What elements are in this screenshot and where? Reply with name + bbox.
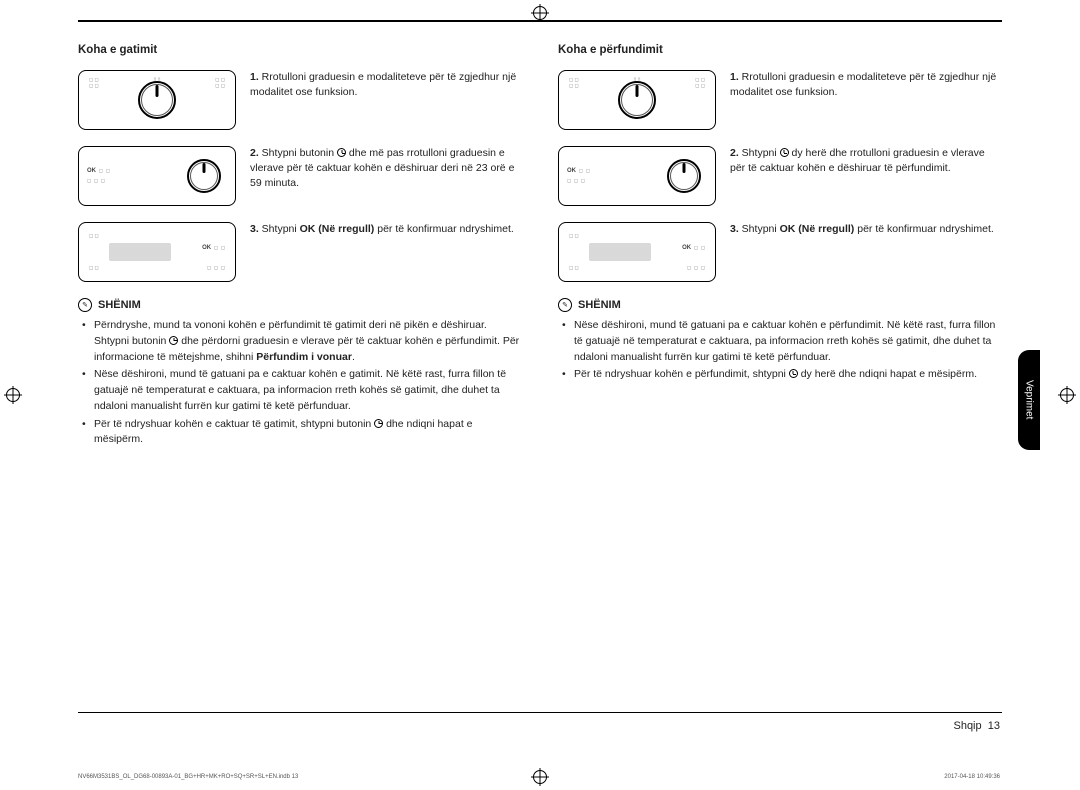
- left-note-head: ✎ SHËNIM: [78, 298, 522, 312]
- right-notes: Nëse dëshironi, mund të gatuani pa e cak…: [558, 318, 1002, 383]
- crop-mark-right: [1060, 388, 1074, 402]
- crop-mark-top: [533, 6, 547, 20]
- note-icon: ✎: [78, 298, 92, 312]
- control-panel-side-dial: OK ◻ ◻◻ ◻ ◻: [558, 146, 716, 206]
- left-title: Koha e gatimit: [78, 44, 522, 56]
- crop-mark-bottom: [533, 770, 547, 784]
- right-column: Koha e përfundimit ◻ ◻◻ ◻ ▯ ▯ ◻ ◻◻ ◻ 1. …: [558, 44, 1002, 450]
- left-step2-text: 2. Shtypni butonin dhe më pas rrotulloni…: [250, 146, 522, 192]
- right-step1-text: 1. Rrotulloni graduesin e modaliteteve p…: [730, 70, 1002, 100]
- left-column: Koha e gatimit ◻ ◻◻ ◻ ▯ ▯ ◻ ◻◻ ◻ 1. Rrot…: [78, 44, 522, 450]
- left-step-3: ◻ ◻ ◻ ◻ OK ◻ ◻ ◻ ◻ ◻ 3. Shtypni OK (Në r…: [78, 222, 522, 282]
- control-panel-display: ◻ ◻ ◻ ◻ OK ◻ ◻ ◻ ◻ ◻: [558, 222, 716, 282]
- right-note-head: ✎ SHËNIM: [558, 298, 1002, 312]
- clock-icon: [789, 369, 798, 378]
- control-panel-dial: ◻ ◻◻ ◻ ▯ ▯ ◻ ◻◻ ◻: [78, 70, 236, 130]
- clock-icon: [374, 419, 383, 428]
- control-panel-display: ◻ ◻ ◻ ◻ OK ◻ ◻ ◻ ◻ ◻: [78, 222, 236, 282]
- footer-rule: [78, 712, 1002, 713]
- right-step2-text: 2. Shtypni dy herë dhe rrotulloni gradue…: [730, 146, 1002, 176]
- clock-icon: [780, 148, 789, 157]
- control-panel-side-dial: OK ◻ ◻◻ ◻ ◻: [78, 146, 236, 206]
- crop-mark-left: [6, 388, 20, 402]
- meta-stamp: 2017-04-18 10:49:36: [944, 774, 1000, 780]
- control-panel-dial: ◻ ◻◻ ◻ ▯ ▯ ◻ ◻◻ ◻: [558, 70, 716, 130]
- right-step-2: OK ◻ ◻◻ ◻ ◻ 2. Shtypni dy herë dhe rrotu…: [558, 146, 1002, 206]
- left-notes: Përndryshe, mund ta vononi kohën e përfu…: [78, 318, 522, 448]
- right-step-3: ◻ ◻ ◻ ◻ OK ◻ ◻ ◻ ◻ ◻ 3. Shtypni OK (Në r…: [558, 222, 1002, 282]
- right-title: Koha e përfundimit: [558, 44, 1002, 56]
- page-content: Koha e gatimit ◻ ◻◻ ◻ ▯ ▯ ◻ ◻◻ ◻ 1. Rrot…: [78, 20, 1002, 450]
- right-step-1: ◻ ◻◻ ◻ ▯ ▯ ◻ ◻◻ ◻ 1. Rrotulloni graduesi…: [558, 70, 1002, 130]
- meta-file: NV66M3531BS_OL_DG68-00893A-01_BG+HR+MK+R…: [78, 774, 298, 780]
- clock-icon: [337, 148, 346, 157]
- left-step-2: OK ◻ ◻◻ ◻ ◻ 2. Shtypni butonin dhe më pa…: [78, 146, 522, 206]
- note-icon: ✎: [558, 298, 572, 312]
- side-tab: Veprimet: [1018, 350, 1040, 450]
- left-step-1: ◻ ◻◻ ◻ ▯ ▯ ◻ ◻◻ ◻ 1. Rrotulloni graduesi…: [78, 70, 522, 130]
- top-rule: [78, 20, 1002, 22]
- right-step3-text: 3. Shtypni OK (Në rregull) për të konfir…: [730, 222, 1002, 237]
- clock-icon: [169, 336, 178, 345]
- left-step3-text: 3. Shtypni OK (Në rregull) për të konfir…: [250, 222, 522, 237]
- left-step1-text: 1. Rrotulloni graduesin e modaliteteve p…: [250, 70, 522, 100]
- footer-text: Shqip 13: [953, 720, 1000, 732]
